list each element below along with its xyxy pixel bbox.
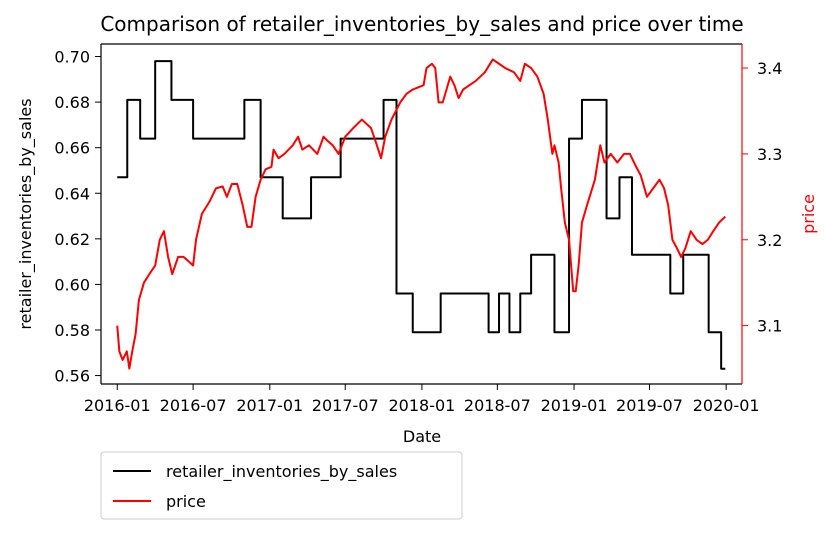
y-axis-left: 0.56 0.58 0.60 0.62 0.64 0.66 0.68 0.70 bbox=[54, 48, 101, 386]
series-line-price bbox=[116, 58, 727, 370]
series-line-inventories bbox=[117, 60, 726, 370]
x-tick-label: 2020-01 bbox=[693, 396, 760, 415]
y-left-tick-label: 0.64 bbox=[54, 184, 90, 203]
x-axis: 2016-01 2016-07 2017-01 2017-07 2018-01 2018-… bbox=[84, 384, 760, 415]
legend-label-price: price bbox=[166, 492, 206, 511]
legend-box bbox=[100, 451, 463, 520]
x-tick-label: 2017-07 bbox=[312, 396, 379, 415]
y-left-tick-label: 0.56 bbox=[54, 367, 90, 386]
y-left-tick-label: 0.66 bbox=[54, 139, 90, 158]
x-tick-label: 2019-01 bbox=[541, 396, 608, 415]
x-tick-label: 2016-01 bbox=[84, 396, 151, 415]
series-layer bbox=[116, 58, 727, 370]
y-right-tick-label: 3.2 bbox=[757, 231, 782, 250]
legend-label-inventories: retailer_inventories_by_sales bbox=[166, 462, 397, 482]
y-axis-right-label: price bbox=[799, 194, 818, 234]
plot-frame bbox=[100, 43, 743, 385]
y-left-tick-label: 0.68 bbox=[54, 93, 90, 112]
y-left-tick-label: 0.70 bbox=[54, 48, 90, 67]
y-left-tick-label: 0.60 bbox=[54, 275, 90, 294]
x-tick-label: 2016-07 bbox=[160, 396, 227, 415]
y-axis-left-label: retailer_inventories_by_sales bbox=[16, 98, 36, 329]
y-right-tick-label: 3.4 bbox=[757, 59, 782, 78]
legend: retailer_inventories_by_sales price bbox=[100, 451, 463, 520]
x-tick-label: 2019-07 bbox=[616, 396, 683, 415]
y-right-tick-label: 3.3 bbox=[757, 145, 782, 164]
y-axis-right: 3.1 3.2 3.3 3.4 bbox=[742, 59, 782, 336]
y-right-tick-label: 3.1 bbox=[757, 317, 782, 336]
x-tick-label: 2018-07 bbox=[464, 396, 531, 415]
chart-title: Comparison of retailer_inventories_by_sa… bbox=[100, 12, 743, 36]
y-left-tick-label: 0.62 bbox=[54, 230, 90, 249]
x-tick-label: 2018-01 bbox=[388, 396, 455, 415]
y-left-tick-label: 0.58 bbox=[54, 321, 90, 340]
x-tick-label: 2017-01 bbox=[236, 396, 303, 415]
x-axis-label: Date bbox=[403, 427, 441, 446]
